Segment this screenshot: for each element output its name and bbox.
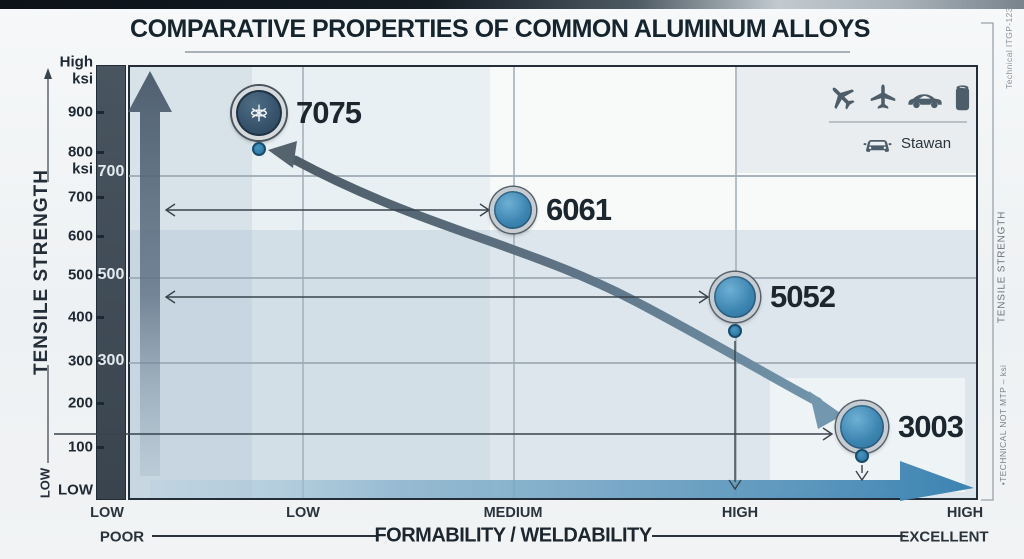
right-footnote: •TECHNICAL NOT MTP – ksi bbox=[998, 364, 1008, 486]
legend-application-icons bbox=[826, 82, 972, 113]
tint-mid-column bbox=[252, 67, 490, 498]
y-axis-tick-label: ksi bbox=[72, 160, 93, 178]
alloy-dot-7075 bbox=[252, 142, 266, 156]
x-axis-tick-label: LOW bbox=[90, 505, 124, 521]
trend-curve-arrow bbox=[268, 141, 843, 429]
alloy-label-5052: 5052 bbox=[770, 279, 836, 314]
y-axis-up-arrow bbox=[128, 71, 172, 476]
alloy-marker-5052 bbox=[710, 272, 760, 322]
y-axis-tick-mark bbox=[96, 235, 104, 238]
x-axis-left-end: POOR bbox=[99, 528, 145, 546]
y-axis-bar-number: 700 bbox=[97, 163, 125, 180]
alloy-marker-3003 bbox=[836, 401, 888, 453]
alloy-label-7075: 7075 bbox=[296, 95, 362, 130]
legend-divider bbox=[829, 121, 967, 123]
y-axis-tick-mark bbox=[96, 151, 104, 154]
x-axis-right-end: EXCELLENT bbox=[899, 528, 989, 546]
alloy-marker-6061 bbox=[490, 187, 536, 233]
y-axis-tick-label: LOW bbox=[58, 481, 93, 499]
y-axis-tick-label: 300 bbox=[67, 352, 93, 370]
y-axis-tick-mark bbox=[96, 402, 104, 405]
alloy-label-6061: 6061 bbox=[546, 192, 612, 227]
y-axis-dark-bar bbox=[96, 65, 126, 500]
x-axis-tick-label: LOW bbox=[286, 505, 320, 521]
x-axis-tick-label: HIGH bbox=[721, 505, 759, 521]
y-axis-tick-mark bbox=[96, 111, 104, 114]
beverage-can-icon bbox=[953, 82, 972, 113]
alloy-marker-7075 bbox=[232, 86, 286, 140]
gridline-vertical-medium bbox=[513, 67, 515, 498]
title-underline bbox=[185, 51, 850, 53]
brand-label: Stawan bbox=[901, 135, 952, 152]
y-axis-tick-label: 800 bbox=[67, 143, 93, 161]
y-axis-tick-label: 500 bbox=[67, 266, 93, 284]
y-axis-tick-label: 100 bbox=[67, 438, 93, 456]
y-axis-tick-label: 400 bbox=[67, 308, 93, 326]
x-axis-blue-arrow bbox=[150, 461, 974, 501]
y-axis-tick-label: 700 bbox=[67, 188, 93, 206]
x-axis-left-line bbox=[152, 535, 377, 537]
x-axis-tick-label: MEDIUM bbox=[483, 505, 543, 521]
measure-arrows bbox=[54, 203, 869, 491]
doc-note-vertical: Technical ITGP-123 bbox=[1004, 7, 1014, 89]
alloy-dot-5052 bbox=[728, 324, 742, 338]
gridline-vertical-low bbox=[302, 67, 304, 498]
y-axis-bar-number: 500 bbox=[97, 266, 125, 283]
y-axis-tick-label: 600 bbox=[67, 227, 93, 245]
y-axis-bar-number: 300 bbox=[97, 352, 125, 369]
car-front-icon bbox=[862, 129, 893, 158]
y-axis-tick-mark bbox=[96, 274, 104, 277]
tint-top-right bbox=[735, 67, 976, 173]
top-metallic-bar bbox=[0, 0, 1024, 9]
right-axis-echo: TENSILE STRENGTH bbox=[996, 210, 1008, 324]
y-axis-tick-mark bbox=[96, 446, 104, 449]
airplane-icon bbox=[868, 82, 898, 113]
x-axis-title: FORMABILITY / WELDABILITY bbox=[374, 524, 652, 547]
fighter-jet-icon bbox=[826, 82, 859, 113]
car-side-icon bbox=[906, 85, 944, 111]
y-axis-tick-mark bbox=[96, 316, 104, 319]
aerospace-atom-icon bbox=[250, 104, 268, 122]
x-axis-right-line bbox=[652, 535, 905, 537]
x-axis-tick-label: HIGH bbox=[946, 505, 984, 521]
alloy-label-3003: 3003 bbox=[898, 409, 964, 444]
page-title: COMPARATIVE PROPERTIES OF COMMON ALUMINU… bbox=[130, 15, 870, 43]
tensile-strength-axis-arrow bbox=[44, 68, 52, 463]
y-axis-tick-label: 200 bbox=[67, 394, 93, 412]
y-axis-tick-mark bbox=[96, 360, 104, 363]
gridline-horizontal-300 bbox=[129, 362, 976, 364]
legend-brand: Stawan bbox=[862, 129, 951, 158]
gridline-horizontal-500 bbox=[129, 277, 976, 279]
gridline-horizontal-700 bbox=[129, 175, 976, 177]
right-margin-bracket bbox=[981, 22, 994, 501]
y-axis-tick-label: 900 bbox=[67, 103, 93, 121]
alloy-dot-3003 bbox=[855, 449, 869, 463]
y-axis-tick-mark bbox=[96, 196, 104, 199]
y-axis-tick-label: ksi bbox=[72, 70, 93, 88]
y-axis-tick-label: High bbox=[59, 53, 93, 71]
